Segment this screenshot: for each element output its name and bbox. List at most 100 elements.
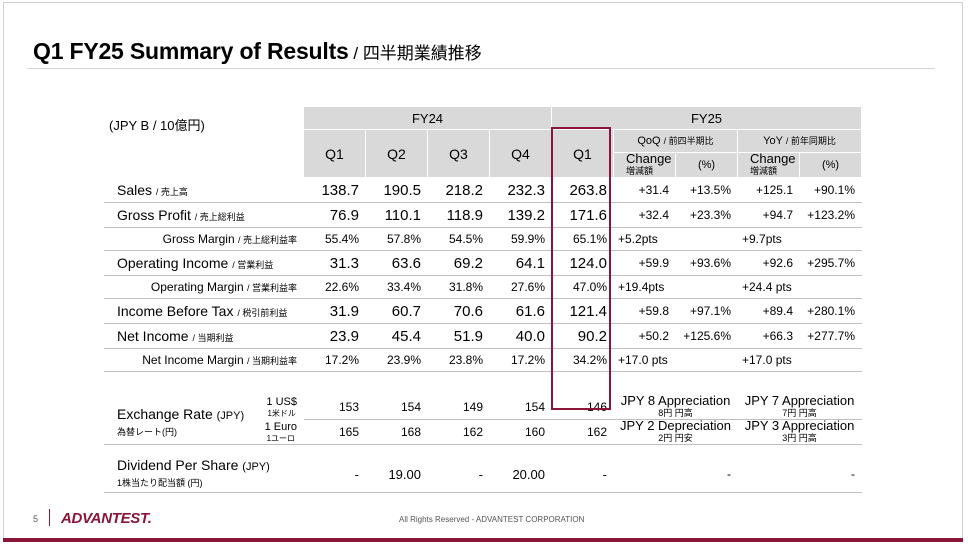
dividend-qoq-cell: - [613,455,738,493]
qoq-change-cell: +5.2pts [613,227,676,251]
value-cell: 65.1% [551,227,614,251]
value-cell: 139.2 [489,202,552,228]
fx-value-cell: 154 [489,394,552,420]
yoy-change-cell: +66.3 [737,323,800,349]
qoq-pct-cell: +23.3% [675,202,738,228]
value-cell: 51.9 [427,323,490,349]
change-label-jp: 増減額 [750,166,778,176]
value-cell: 23.9% [365,348,428,372]
results-table: (JPY B / 10億円) FY24 FY25 Q1 Q2 Q3 Q4 Q1 QoQ / 前四… [104,106,862,493]
yoy-change-cell: +24.4 pts [737,275,800,299]
fx-value-cell: 168 [365,419,428,445]
row-label: Operating Margin / 営業利益率 [104,275,304,299]
fx-label-jp: 為替レート(円) [117,426,177,437]
row-label: Net Income Margin / 当期利益率 [104,348,304,372]
value-cell: 138.7 [303,177,366,203]
row-label-jp: / 営業利益 [232,260,274,270]
dividend-value-cell: - [551,455,614,493]
value-cell: 47.0% [551,275,614,299]
fx-qoq-cell: JPY 8 Appreciation 8円 円高 [613,394,738,420]
value-cell: 40.0 [489,323,552,349]
row-label-jp: / 税引前利益 [237,308,288,318]
yoy-pct-cell [799,227,862,251]
value-cell: 27.6% [489,275,552,299]
quarter-header: Q2 [365,129,428,178]
fx-currency-label: 1 Euro [264,420,297,433]
yoy-pct-cell: +90.1% [799,177,862,203]
dividend-label: Dividend Per Share (JPY) 1株当たり配当額 (円) [104,455,304,493]
row-label-jp: / 当期利益 [192,333,234,343]
value-cell: 63.6 [365,250,428,276]
value-cell: 70.6 [427,298,490,324]
fx-currency-jp: 1ユーロ [266,433,296,443]
row-label-en: Gross Profit [117,207,191,223]
value-cell: 31.8% [427,275,490,299]
footer-divider [49,509,50,526]
row-label-jp: / 当期利益率 [246,356,297,366]
copyright: All Rights Reserved - ADVANTEST CORPORAT… [399,515,585,524]
fx-qoq-jp: 8円 円高 [658,408,693,418]
dividend-label-jp: 1株当たり配当額 (円) [117,478,203,488]
title-en: Q1 FY25 Summary of Results [33,38,349,64]
qoq-change-cell: +19.4pts [613,275,676,299]
value-cell: 57.8% [365,227,428,251]
value-cell: 17.2% [489,348,552,372]
change-header: Change 増減額 [613,152,676,178]
value-cell: 45.4 [365,323,428,349]
value-cell: 190.5 [365,177,428,203]
value-cell: 76.9 [303,202,366,228]
value-cell: 232.3 [489,177,552,203]
fx-qoq-cell: JPY 2 Depreciation 2円 円安 [613,419,738,445]
qoq-pct-cell [675,275,738,299]
yoy-pct-cell: +295.7% [799,250,862,276]
row-label-en: Operating Margin [150,280,244,294]
qoq-change-cell: +59.9 [613,250,676,276]
dividend-value-cell: 20.00 [489,455,552,493]
value-cell: 22.6% [303,275,366,299]
value-cell: 90.2 [551,323,614,349]
fy24-header: FY24 [303,106,552,130]
qoq-label: QoQ [637,134,661,147]
value-cell: 33.4% [365,275,428,299]
quarter-header: Q4 [489,129,552,178]
value-cell: 55.4% [303,227,366,251]
yoy-change-cell: +9.7pts [737,227,800,251]
fx-value-cell: 162 [551,419,614,445]
fy25-header: FY25 [551,106,862,130]
table-spacer [105,372,862,395]
row-label: Net Income / 当期利益 [104,323,304,349]
qoq-pct-cell: +97.1% [675,298,738,324]
row-label-en: Gross Margin [162,232,235,246]
fx-label-en: Exchange Rate [117,405,213,422]
page-number: 5 [33,514,39,524]
value-cell: 23.9 [303,323,366,349]
qoq-change-cell: +59.8 [613,298,676,324]
title-divider [27,68,935,69]
row-label: Gross Margin / 売上総利益率 [104,227,304,251]
yoy-pct-cell: +280.1% [799,298,862,324]
fx-currency-usd: 1 US$ 1米ドル [266,396,297,419]
yoy-pct-cell [799,348,862,372]
title-jp: 四半期業績推移 [362,44,482,63]
row-label: Gross Profit / 売上総利益 [104,202,304,228]
row-label-en: Net Income [117,328,189,344]
yoy-change-cell: +125.1 [737,177,800,203]
value-cell: 118.9 [427,202,490,228]
row-label-en: Operating Income [117,255,229,271]
qoq-pct-cell [675,348,738,372]
fx-yoy-cell: JPY 3 Appreciation 3円 円高 [737,418,862,445]
row-label-en: Sales [117,182,153,198]
yoy-header: YoY / 前年同期比 [737,129,862,153]
dividend-value-cell: 19.00 [365,455,428,493]
value-cell: 263.8 [551,177,614,203]
yoy-pct-cell: +123.2% [799,202,862,228]
qoq-change-cell: +17.0 pts [613,348,676,372]
qoq-pct-cell: +93.6% [675,250,738,276]
quarter-header: Q1 [303,129,366,178]
value-cell: 121.4 [551,298,614,324]
fx-yoy-text: JPY 3 Appreciation [744,418,855,433]
fx-value-cell: 165 [303,419,366,445]
change-header: Change 増減額 [737,152,800,178]
value-cell: 110.1 [365,202,428,228]
value-cell: 171.6 [551,202,614,228]
